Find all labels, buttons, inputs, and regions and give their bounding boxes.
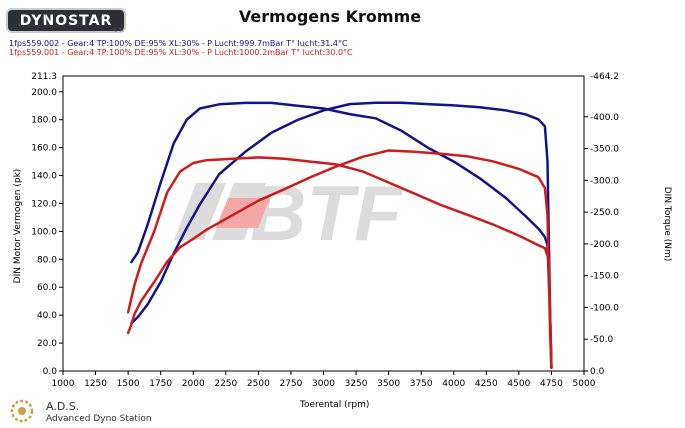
y2-tick-label: -400.0 (590, 113, 619, 123)
y2-tick-label: -250.0 (590, 208, 619, 218)
chart-title: Vermogens Kromme (238, 7, 422, 26)
y2-tick-label: 0.0 (590, 367, 605, 377)
y2-tick-label: -50.0 (590, 335, 614, 345)
x-tick-label: 4750 (540, 379, 563, 389)
series-line-1fps559.002-power (130, 101, 553, 369)
y-axis-label: DIN Motor Vermogen (pk) (13, 169, 23, 284)
legend-run-002: 1fps559.002 - Gear:4 TP:100% DE:95% XL:3… (9, 39, 348, 48)
y-tick-label: 200.0 (31, 88, 57, 98)
x-tick-label: 1500 (117, 379, 140, 389)
ads-subtitle: Advanced Dyno Station (46, 414, 152, 424)
x-tick-label: 1750 (149, 379, 172, 389)
y-tick-label: 0.0 (43, 367, 58, 377)
ads-gear-icon (10, 399, 34, 423)
y2-tick-label: -200.0 (590, 240, 619, 250)
series-line-1fps559.001-torque (126, 149, 553, 370)
y2-tick-label: -350.0 (590, 145, 619, 155)
y-tick-label: 40.0 (37, 311, 57, 321)
x-tick-label: 4500 (507, 379, 530, 389)
series-layer (126, 101, 553, 370)
y-tick-label: 180.0 (31, 116, 57, 126)
x-tick-label: 3750 (410, 379, 433, 389)
ads-name: A.D.S. (46, 400, 80, 413)
x-tick-label: 2500 (247, 379, 270, 389)
x-tick-label: 2000 (182, 379, 205, 389)
x-tick-label: 2750 (279, 379, 302, 389)
y2-tick-label: -100.0 (590, 303, 619, 313)
y-tick-label: 80.0 (37, 255, 57, 265)
y-tick-label: 100.0 (31, 227, 57, 237)
x-tick-label: 2250 (214, 379, 237, 389)
logo-text: DYNOSTAR (19, 13, 113, 29)
x-axis-label: Toerental (rpm) (299, 400, 369, 410)
y-tick-label: 20.0 (37, 339, 57, 349)
x-tick-label: 3000 (312, 379, 335, 389)
y-tick-label-top: 211.3 (31, 72, 57, 82)
x-tick-label: 4000 (442, 379, 465, 389)
y-tick-label: 120.0 (31, 199, 57, 209)
series-line-1fps559.001-power (126, 156, 553, 369)
y2-axis-ticks: 0.0 -50.0 -100.0 -150.0 -200.0 -250.0 -300.0 -3… (584, 72, 619, 377)
x-tick-label: 5000 (573, 379, 596, 389)
x-tick-label: 3250 (345, 379, 368, 389)
x-tick-label: 1000 (52, 379, 75, 389)
watermark-text: BTF (250, 169, 404, 257)
x-tick-label: 4250 (475, 379, 498, 389)
dynostar-logo: DYNOSTAR (6, 8, 126, 33)
btf-watermark: BTF (174, 169, 404, 257)
y2-axis-label: DIN Torque (Nm) (662, 187, 672, 262)
y2-tick-label: -300.0 (590, 176, 619, 186)
y-tick-label: 160.0 (31, 144, 57, 154)
x-tick-label: 1250 (84, 379, 107, 389)
legend-run-001: 1fps559.001 - Gear:4 TP:100% DE:95% XL:3… (9, 48, 353, 57)
logo-subtext: C TI (114, 28, 124, 34)
y-axis-ticks: 0.0 20.0 40.0 60.0 80.0 100.0 120.0 140.0 160.0 1… (31, 72, 63, 377)
y2-tick-label: -150.0 (590, 272, 619, 282)
y-tick-label: 140.0 (31, 172, 57, 182)
y-tick-label: 60.0 (37, 283, 57, 293)
x-tick-label: 3500 (377, 379, 400, 389)
y2-tick-label-top: -464.2 (590, 72, 619, 82)
x-axis-ticks: 1000 1250 1500 1750 2000 2250 2500 2750 3000 3250… (52, 371, 596, 389)
